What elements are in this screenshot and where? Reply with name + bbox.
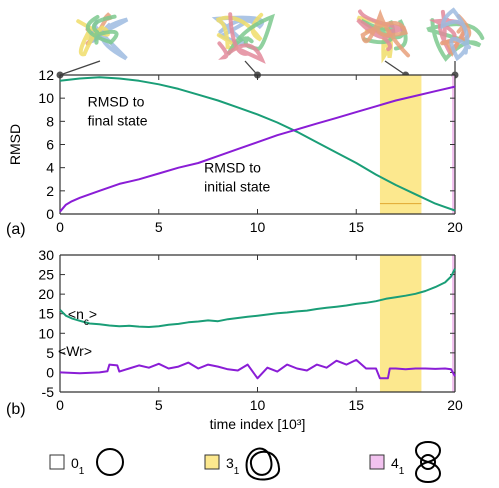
snapshot-leader	[59, 60, 101, 76]
x-tick-label: 10	[250, 397, 266, 413]
legend-swatch	[49, 454, 65, 470]
chain-segment	[85, 14, 119, 45]
x-tick-label: 15	[348, 219, 364, 235]
panel-a-rmsd-chart: 0 2 4 6 8 10 12 0 5 10 15 20 RMSD to final state RMSD …	[7, 67, 463, 235]
chain-segment	[425, 18, 485, 62]
annotation-a-0: final state	[88, 112, 148, 128]
y-axis-label: RMSD	[7, 124, 23, 165]
chain-segment	[217, 12, 266, 64]
y-tick-label: 8	[46, 113, 54, 129]
trefoil-knot-icon	[245, 447, 280, 481]
legend-swatch	[369, 454, 385, 470]
annotation-nc: <nc>	[68, 306, 97, 328]
legend-swatch	[204, 454, 220, 470]
y-tick-label: 6	[46, 137, 54, 153]
x-tick-label: 20	[447, 219, 463, 235]
x-tick-label: 5	[155, 219, 163, 235]
panel-label-b: (b)	[6, 401, 26, 418]
legend-label: 31	[226, 455, 240, 477]
snapshot-row	[76, 7, 485, 64]
legend-entry-01: 01	[49, 448, 124, 477]
legend-sub: 1	[79, 466, 85, 477]
y-tick-label: 10	[38, 325, 54, 341]
trefoil-path	[245, 447, 280, 481]
annotation-a-1: RMSD to	[204, 159, 261, 175]
y-tick-label: 4	[46, 160, 54, 176]
chain-snapshot-4	[425, 7, 485, 62]
chain-snapshot-2	[211, 12, 276, 64]
legend-symbol: 4	[391, 455, 399, 471]
y-tick-label: 5	[46, 345, 54, 361]
legend-sub: 1	[399, 466, 405, 477]
y-tick-label: 2	[46, 183, 54, 199]
snapshot-leader	[384, 60, 406, 76]
legend-symbol: 0	[71, 455, 79, 471]
anno-part: <n	[68, 306, 84, 322]
series-line-rmsd-to-initial-state	[59, 85, 456, 213]
unknot-circle	[96, 448, 124, 476]
legend-sub: 1	[234, 466, 240, 477]
legend-label: 01	[71, 455, 85, 477]
y-tick-label: 10	[38, 90, 54, 106]
x-tick-label: 0	[56, 219, 64, 235]
series-line-rmsd-to-final-state	[59, 76, 456, 212]
x-axis-label: time index [10³]	[210, 416, 306, 432]
chain-segment	[440, 7, 472, 62]
x-tick-label: 0	[56, 397, 64, 413]
figure-eight-loop	[420, 454, 436, 470]
y-tick-label: 30	[38, 247, 54, 263]
knot-band-31-b	[379, 255, 422, 392]
legend-entry-31: 31	[204, 447, 280, 481]
legend-entry-41: 41	[369, 440, 441, 484]
chain-segment	[428, 9, 467, 56]
figure-eight-knot-icon	[415, 440, 441, 484]
knot-legend: 01 31 41	[49, 440, 441, 484]
annotation-b-1: <Wr>	[58, 343, 92, 359]
legend-symbol: 3	[226, 455, 234, 471]
annotation-a-0: RMSD to	[88, 93, 145, 109]
unknot-circle-icon	[96, 448, 124, 476]
y-tick-label: 20	[38, 286, 54, 302]
y-tick-label: 25	[38, 267, 54, 283]
series-line-wr	[59, 358, 456, 380]
chain-segment	[360, 9, 410, 58]
legend-label: 41	[391, 455, 405, 477]
panel-label-a: (a)	[6, 221, 26, 238]
x-tick-label: 10	[250, 219, 266, 235]
anno-part: >	[89, 306, 97, 322]
annotation-a-1: initial state	[204, 178, 270, 194]
x-tick-label: 20	[447, 397, 463, 413]
y-tick-label: 0	[46, 206, 54, 222]
y-tick-label: -5	[42, 384, 55, 400]
x-tick-label: 15	[348, 397, 364, 413]
y-tick-label: 12	[38, 67, 54, 83]
anno-sub: c	[84, 317, 89, 328]
chain-segment	[440, 14, 472, 57]
series-line-nc	[59, 268, 456, 328]
knot-band-41-b	[452, 255, 455, 392]
chain-snapshot-3	[356, 9, 410, 64]
y-tick-label: 0	[46, 364, 54, 380]
knot-band-31-a	[379, 75, 422, 214]
chain-snapshot-1	[76, 12, 129, 61]
x-tick-label: 5	[155, 397, 163, 413]
y-tick-label: 15	[38, 306, 54, 322]
figure-eight-path	[415, 440, 441, 484]
chain-segment	[76, 19, 110, 57]
